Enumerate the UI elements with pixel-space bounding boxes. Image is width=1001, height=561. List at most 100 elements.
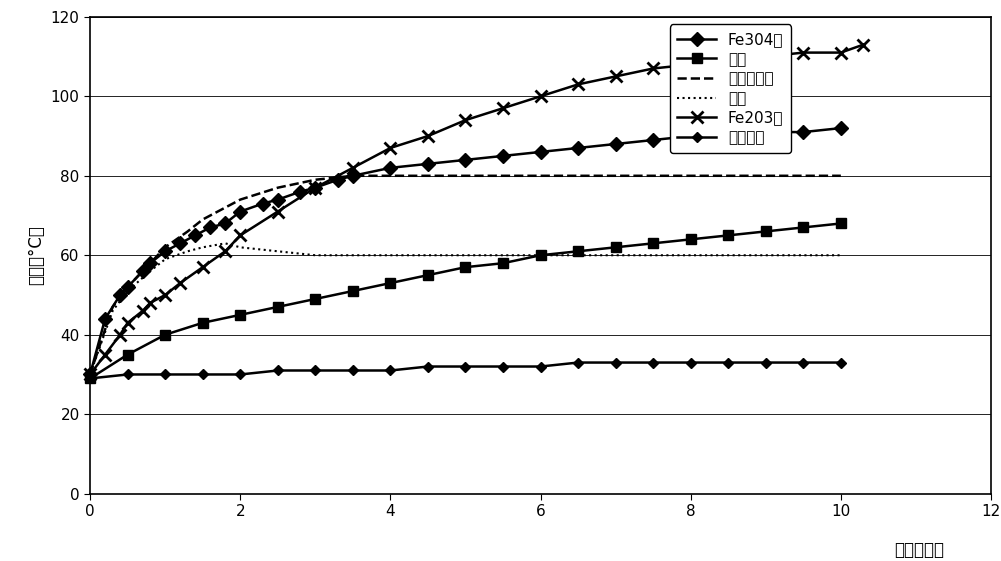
- Fe203粉: [535, 93, 547, 100]
- Fe203粉: [835, 49, 847, 56]
- 鐵屑: [122, 351, 134, 358]
- 鐵屑: [835, 220, 847, 227]
- 镍铝合金: [496, 363, 509, 370]
- 鐵屑: [722, 232, 734, 239]
- 镍粉: [196, 244, 208, 251]
- 鐵粉（中）: [122, 284, 134, 291]
- 镍粉: [159, 256, 171, 263]
- Fe203粉: [496, 105, 509, 112]
- Line: 镍粉: 镍粉: [90, 243, 841, 375]
- 镍铝合金: [422, 363, 434, 370]
- 镍铝合金: [535, 363, 547, 370]
- 镍粉: [144, 268, 156, 274]
- Line: Fe304粉: Fe304粉: [85, 123, 846, 379]
- Fe304粉: [422, 160, 434, 167]
- Fe203粉: [234, 232, 246, 239]
- 鐵屑: [422, 272, 434, 278]
- 镍铝合金: [196, 371, 208, 378]
- Fe203粉: [136, 307, 148, 314]
- 镍铝合金: [271, 367, 284, 374]
- Fe203粉: [346, 164, 358, 171]
- Fe203粉: [196, 264, 208, 270]
- Fe304粉: [309, 185, 321, 191]
- 镍铝合金: [685, 359, 697, 366]
- Fe304粉: [99, 315, 111, 322]
- 鐵屑: [535, 252, 547, 259]
- Fe203粉: [84, 371, 96, 378]
- Line: 鐵粉（中）: 鐵粉（中）: [90, 176, 841, 375]
- 鐵粉（中）: [196, 216, 208, 223]
- 鐵粉（中）: [219, 204, 231, 211]
- 鐵屑: [685, 236, 697, 243]
- Y-axis label: 温度（°C）: 温度（°C）: [27, 226, 45, 285]
- 鐵屑: [84, 375, 96, 382]
- 鐵粉（中）: [182, 228, 194, 235]
- 镍铝合金: [835, 359, 847, 366]
- Fe203粉: [384, 145, 396, 151]
- 鐵粉（中）: [459, 172, 471, 179]
- Fe304粉: [685, 133, 697, 140]
- Fe304粉: [459, 157, 471, 163]
- Fe304粉: [331, 176, 344, 183]
- 鐵屑: [459, 264, 471, 270]
- Fe304粉: [122, 284, 134, 291]
- 鐵粉（中）: [144, 260, 156, 266]
- Fe203粉: [99, 351, 111, 358]
- 镍粉: [610, 252, 622, 259]
- Fe203粉: [857, 42, 869, 48]
- 鐵屑: [797, 224, 809, 231]
- 镍铝合金: [459, 363, 471, 370]
- 鐵粉（中）: [271, 185, 284, 191]
- 镍粉: [384, 252, 396, 259]
- Fe304粉: [174, 240, 186, 247]
- Fe304粉: [610, 141, 622, 148]
- 鐵粉（中）: [835, 172, 847, 179]
- Fe203粉: [159, 292, 171, 298]
- 镍铝合金: [647, 359, 659, 366]
- Fe203粉: [422, 133, 434, 140]
- Fe304粉: [234, 208, 246, 215]
- 镍铝合金: [84, 375, 96, 382]
- 鐵粉（中）: [535, 172, 547, 179]
- Fe203粉: [610, 73, 622, 80]
- 镍铝合金: [573, 359, 585, 366]
- 镍铝合金: [159, 371, 171, 378]
- Fe304粉: [159, 248, 171, 255]
- Line: 鐵屑: 鐵屑: [85, 219, 846, 383]
- 镍粉: [459, 252, 471, 259]
- Fe304粉: [114, 292, 126, 298]
- Fe304粉: [573, 145, 585, 151]
- Fe203粉: [647, 65, 659, 72]
- 鐵屑: [159, 332, 171, 338]
- Fe304粉: [496, 153, 509, 159]
- Fe203粉: [144, 300, 156, 306]
- Fe304粉: [760, 128, 772, 135]
- Fe304粉: [346, 172, 358, 179]
- Fe304粉: [797, 128, 809, 135]
- 鐵粉（中）: [159, 244, 171, 251]
- Fe203粉: [797, 49, 809, 56]
- 鐵屑: [496, 260, 509, 266]
- 鐵粉（中）: [610, 172, 622, 179]
- Fe203粉: [573, 81, 585, 88]
- 镍粉: [271, 248, 284, 255]
- 鐵粉（中）: [84, 371, 96, 378]
- 镍粉: [760, 252, 772, 259]
- 鐵屑: [196, 319, 208, 326]
- 鐵屑: [610, 244, 622, 251]
- 镍铝合金: [722, 359, 734, 366]
- 鐵粉（中）: [685, 172, 697, 179]
- 镍铝合金: [122, 371, 134, 378]
- Fe203粉: [174, 280, 186, 287]
- Fe203粉: [219, 248, 231, 255]
- Fe203粉: [722, 57, 734, 64]
- 镍粉: [685, 252, 697, 259]
- 鐵屑: [271, 304, 284, 310]
- 鐵屑: [647, 240, 659, 247]
- X-axis label: 时间（分）: 时间（分）: [894, 541, 944, 559]
- 镍粉: [182, 248, 194, 255]
- 鐵屑: [234, 311, 246, 318]
- Fe304粉: [647, 137, 659, 144]
- 镍铝合金: [346, 367, 358, 374]
- 鐵屑: [384, 280, 396, 287]
